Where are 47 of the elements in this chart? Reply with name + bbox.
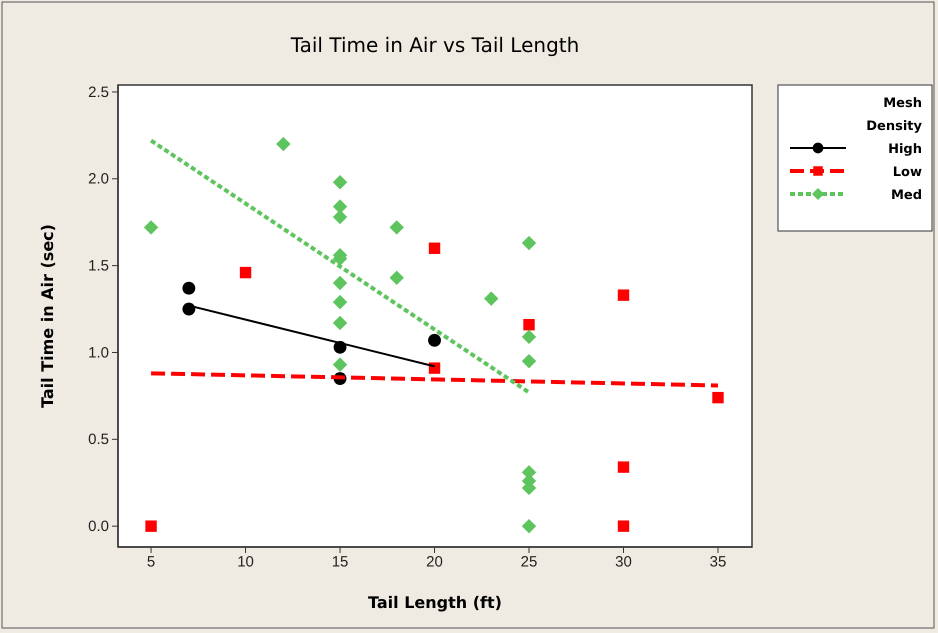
point (332, 175, 348, 190)
point (390, 220, 404, 235)
y-tick-label: 1.5 (88, 257, 109, 274)
point (332, 357, 348, 372)
point (428, 242, 440, 254)
point (182, 282, 196, 295)
point (712, 392, 724, 404)
point (484, 291, 498, 306)
point (276, 136, 291, 152)
point (332, 294, 348, 310)
point (522, 518, 536, 534)
y-tick-label: 2.0 (88, 170, 109, 188)
text: Low (892, 165, 922, 180)
point (428, 334, 441, 347)
x-tick-label: 15 (332, 554, 348, 571)
point (522, 236, 536, 250)
x-tick-label: 5 (146, 554, 156, 571)
point (144, 220, 158, 235)
point (332, 210, 348, 224)
chart-title: Tail Time in Air vs Tail Length (290, 33, 580, 57)
y-tick-label: 0.5 (88, 431, 109, 448)
x-tick-label: 35 (710, 554, 726, 571)
x-tick-label: 10 (237, 554, 254, 571)
y-tick-label: 1.0 (88, 344, 109, 362)
point (182, 302, 196, 316)
point (145, 520, 157, 532)
y-axis-title: Tail Time in Air (sec) (38, 224, 57, 408)
point (390, 270, 404, 285)
point (522, 354, 536, 368)
legend-title: Mesh Density (866, 96, 923, 134)
point (332, 199, 348, 214)
x-tick-label: 20 (426, 554, 443, 571)
point (332, 276, 348, 290)
point (618, 461, 630, 473)
text: High (888, 142, 922, 157)
y-tick-label: 2.5 (88, 84, 109, 101)
x-tick-label: 30 (615, 554, 632, 571)
y-tick-label: 0.0 (88, 518, 109, 535)
point (522, 330, 536, 344)
text: Med (890, 188, 922, 203)
point (618, 289, 630, 301)
x-tick-label: 25 (520, 554, 538, 571)
point (618, 520, 630, 532)
point (240, 266, 252, 278)
point (523, 318, 535, 330)
point (332, 316, 348, 330)
x-axis-title: Tail Length (ft) (368, 593, 502, 612)
